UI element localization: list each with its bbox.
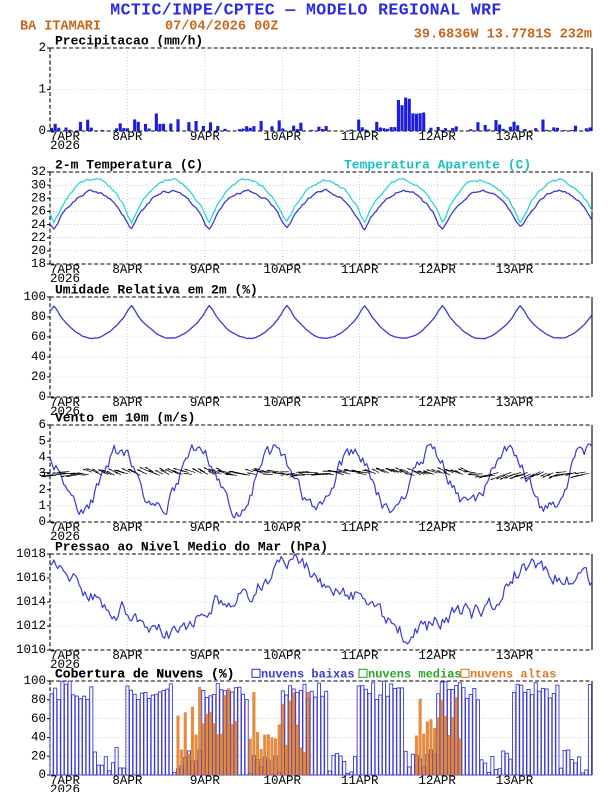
svg-text:2026: 2026 (50, 139, 80, 153)
svg-text:12APR: 12APR (418, 396, 456, 410)
svg-text:13APR: 13APR (496, 649, 534, 663)
svg-text:13APR: 13APR (496, 774, 534, 788)
svg-text:0: 0 (38, 768, 46, 782)
svg-text:12APR: 12APR (418, 130, 456, 144)
svg-text:13APR: 13APR (496, 263, 534, 277)
svg-text:12APR: 12APR (418, 649, 456, 663)
svg-text:40: 40 (31, 731, 46, 745)
svg-text:32: 32 (31, 165, 46, 179)
svg-text:MCTIC/INPE/CPTEC — MODELO REGI: MCTIC/INPE/CPTEC — MODELO REGIONAL WRF (110, 1, 501, 20)
svg-text:26: 26 (31, 205, 46, 219)
svg-text:80: 80 (31, 693, 46, 707)
svg-text:2: 2 (38, 483, 46, 497)
svg-text:Pressao ao Nivel Medio do Mar: Pressao ao Nivel Medio do Mar (hPa) (55, 540, 328, 555)
svg-text:20: 20 (31, 370, 46, 384)
svg-text:39.6836W 13.7781S 232m: 39.6836W 13.7781S 232m (414, 28, 592, 43)
svg-text:100: 100 (23, 290, 46, 304)
svg-text:12APR: 12APR (418, 263, 456, 277)
svg-text:11APR: 11APR (341, 521, 379, 535)
svg-text:Cobertura de Nuvens (%): Cobertura de Nuvens (%) (55, 667, 234, 682)
svg-text:13APR: 13APR (496, 521, 534, 535)
svg-text:20: 20 (31, 749, 46, 763)
svg-text:12APR: 12APR (418, 521, 456, 535)
svg-text:10APR: 10APR (264, 649, 302, 663)
svg-text:BA ITAMARI: BA ITAMARI (20, 20, 101, 35)
svg-text:100: 100 (23, 674, 46, 688)
svg-text:0: 0 (38, 390, 46, 404)
svg-text:8APR: 8APR (112, 263, 143, 277)
svg-text:07/04/2026 00Z: 07/04/2026 00Z (165, 20, 278, 35)
svg-text:8APR: 8APR (112, 774, 143, 788)
svg-text:0: 0 (38, 124, 46, 138)
svg-text:9APR: 9APR (190, 263, 221, 277)
svg-text:1014: 1014 (16, 595, 46, 609)
svg-text:Temperatura Aparente (C): Temperatura Aparente (C) (344, 158, 531, 173)
svg-text:11APR: 11APR (341, 130, 379, 144)
svg-text:13APR: 13APR (496, 130, 534, 144)
svg-text:60: 60 (31, 712, 46, 726)
svg-text:10APR: 10APR (264, 521, 302, 535)
svg-text:18: 18 (31, 257, 46, 271)
svg-text:Precipitacao (mm/h): Precipitacao (mm/h) (55, 34, 203, 49)
svg-text:9APR: 9APR (190, 774, 221, 788)
svg-text:30: 30 (31, 178, 46, 192)
svg-text:1010: 1010 (16, 643, 46, 657)
svg-text:5: 5 (38, 434, 46, 448)
svg-text:2: 2 (38, 41, 46, 55)
svg-text:3: 3 (38, 467, 46, 481)
svg-text:11APR: 11APR (341, 774, 379, 788)
svg-text:9APR: 9APR (190, 649, 221, 663)
svg-text:nuvens medias: nuvens medias (368, 668, 462, 682)
svg-text:11APR: 11APR (341, 263, 379, 277)
svg-text:6: 6 (38, 418, 46, 432)
svg-text:28: 28 (31, 191, 46, 205)
svg-text:24: 24 (31, 218, 46, 232)
svg-text:nuvens altas: nuvens altas (470, 668, 556, 682)
svg-text:Vento em 10m (m/s): Vento em 10m (m/s) (55, 411, 195, 426)
svg-text:1012: 1012 (16, 619, 46, 633)
svg-text:10APR: 10APR (264, 263, 302, 277)
svg-text:9APR: 9APR (190, 521, 221, 535)
svg-text:8APR: 8APR (112, 521, 143, 535)
svg-text:1: 1 (38, 499, 46, 513)
svg-text:9APR: 9APR (190, 396, 221, 410)
svg-text:12APR: 12APR (418, 774, 456, 788)
svg-text:10APR: 10APR (264, 396, 302, 410)
svg-text:2-m Temperatura (C): 2-m Temperatura (C) (55, 158, 203, 173)
svg-text:8APR: 8APR (112, 649, 143, 663)
svg-text:80: 80 (31, 310, 46, 324)
svg-text:10APR: 10APR (264, 774, 302, 788)
svg-text:60: 60 (31, 330, 46, 344)
svg-text:11APR: 11APR (341, 396, 379, 410)
svg-text:nuvens baixas: nuvens baixas (261, 668, 355, 682)
svg-text:Umidade Relativa em 2m (%): Umidade Relativa em 2m (%) (55, 283, 258, 298)
svg-text:8APR: 8APR (112, 396, 143, 410)
svg-text:4: 4 (38, 451, 46, 465)
svg-text:20: 20 (31, 244, 46, 258)
svg-text:1: 1 (38, 83, 46, 97)
svg-text:11APR: 11APR (341, 649, 379, 663)
svg-text:1018: 1018 (16, 547, 46, 561)
svg-text:8APR: 8APR (112, 130, 143, 144)
svg-text:10APR: 10APR (264, 130, 302, 144)
svg-text:0: 0 (38, 515, 46, 529)
svg-text:1016: 1016 (16, 571, 46, 585)
svg-text:22: 22 (31, 231, 46, 245)
svg-text:9APR: 9APR (190, 130, 221, 144)
svg-text:40: 40 (31, 350, 46, 364)
svg-text:13APR: 13APR (496, 396, 534, 410)
svg-text:2026: 2026 (50, 783, 80, 792)
